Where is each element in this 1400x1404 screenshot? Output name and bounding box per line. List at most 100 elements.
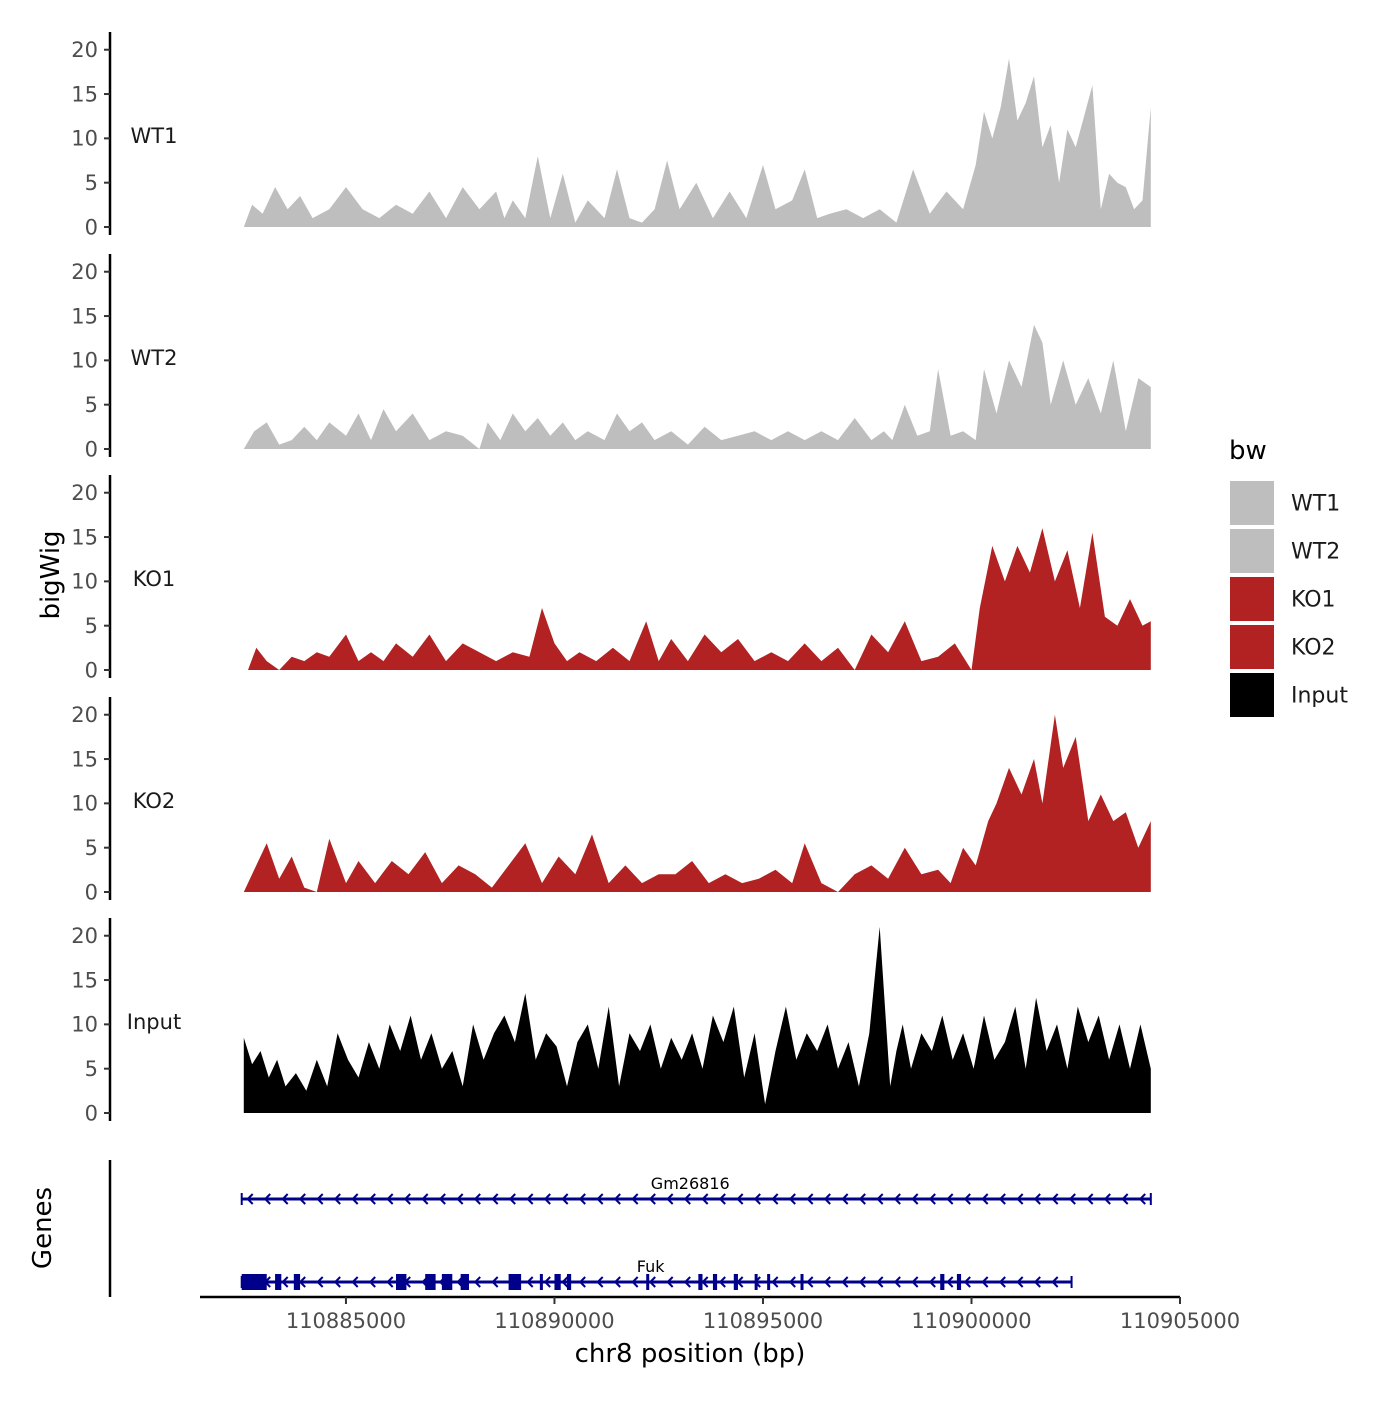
strand-arrow-icon (753, 1193, 761, 1205)
track-ko1: 0 5 10 15 20 KO1 (71, 475, 1151, 682)
exon (396, 1274, 407, 1290)
strand-arrow-icon (963, 1276, 971, 1288)
gene-fuk[interactable]: Fuk (240, 1257, 1073, 1290)
legend-label: KO1 (1291, 588, 1336, 613)
exon (539, 1274, 543, 1290)
exon (646, 1274, 650, 1290)
strand-arrow-icon (316, 1193, 324, 1205)
legend-label: WT1 (1291, 492, 1340, 517)
strand-arrow-icon (631, 1276, 639, 1288)
y-tick-label-wt2: 0 (85, 437, 98, 461)
y-tick-label-input: 20 (71, 924, 98, 948)
genes-panel-title: Genes (28, 1187, 58, 1269)
exon (508, 1274, 522, 1290)
x-tick-label: 110900000 (911, 1309, 1031, 1333)
strand-arrow-icon (806, 1193, 814, 1205)
y-tick-label-wt1: 0 (85, 215, 98, 239)
y-axis-title: bigWig (36, 530, 66, 619)
y-tick-label-ko1: 5 (85, 614, 98, 638)
strand-arrow-icon (823, 1276, 831, 1288)
strand-arrow-icon (858, 1193, 866, 1205)
strand-arrow-icon (263, 1193, 271, 1205)
x-axis: 110885000 110890000 110895000 110900000 1109… (200, 1295, 1240, 1333)
y-tick-label-ko1: 10 (71, 570, 98, 594)
y-tick-label-ko2: 10 (71, 792, 98, 816)
exon (441, 1274, 453, 1290)
strand-arrow-icon (911, 1193, 919, 1205)
strand-arrow-icon (298, 1276, 306, 1288)
y-tick-label-wt1: 10 (71, 127, 98, 151)
legend-label: WT2 (1291, 540, 1340, 565)
strand-arrow-icon (613, 1276, 621, 1288)
strand-arrow-icon (386, 1276, 394, 1288)
gene-gm26816[interactable]: Gm26816 (240, 1174, 1152, 1205)
strand-arrow-icon (1068, 1193, 1076, 1205)
exon (698, 1274, 703, 1290)
strand-arrow-icon (368, 1193, 376, 1205)
x-axis-title: chr8 position (bp) (575, 1339, 806, 1369)
y-tick-label-wt2: 15 (71, 304, 98, 328)
strand-arrow-icon (526, 1193, 534, 1205)
track-label-ko2: KO2 (133, 789, 176, 813)
y-tick-label-wt1: 5 (85, 171, 98, 195)
exon (754, 1274, 758, 1290)
legend-key (1228, 623, 1276, 671)
y-tick-label-wt2: 5 (85, 393, 98, 417)
strand-arrow-icon (596, 1276, 604, 1288)
strand-arrow-icon (981, 1193, 989, 1205)
track-label-wt2: WT2 (131, 346, 178, 370)
strand-arrow-icon (386, 1193, 394, 1205)
strand-arrow-icon (946, 1276, 954, 1288)
exon (275, 1274, 282, 1290)
legend-item-wt2: WT2 (1228, 527, 1340, 575)
y-tick-label-ko2: 5 (85, 836, 98, 860)
y-tick-label-ko2: 15 (71, 747, 98, 771)
strand-arrow-icon (718, 1193, 726, 1205)
area-wt2 (243, 324, 1151, 449)
legend-key (1228, 671, 1276, 719)
exon (293, 1274, 301, 1290)
strand-arrow-icon (841, 1193, 849, 1205)
strand-arrow-icon (963, 1193, 971, 1205)
strand-arrow-icon (998, 1193, 1006, 1205)
legend: bw WT1 WT2 KO1 KO2 Input (1228, 436, 1348, 719)
y-tick-label-wt1: 15 (71, 82, 98, 106)
legend-key (1228, 479, 1276, 527)
strand-arrow-icon (683, 1193, 691, 1205)
exon (460, 1274, 469, 1290)
y-tick-label-wt1: 20 (71, 38, 98, 62)
strand-arrow-icon (771, 1193, 779, 1205)
strand-arrow-icon (876, 1276, 884, 1288)
exon (712, 1274, 718, 1290)
legend-item-ko1: KO1 (1228, 575, 1336, 623)
strand-arrow-icon (701, 1193, 709, 1205)
strand-arrow-icon (578, 1193, 586, 1205)
exon (767, 1274, 771, 1290)
strand-arrow-icon (911, 1276, 919, 1288)
strand-arrow-icon (578, 1276, 586, 1288)
strand-arrow-icon (596, 1193, 604, 1205)
y-tick-label-ko1: 20 (71, 481, 98, 505)
strand-arrow-icon (281, 1276, 289, 1288)
strand-arrow-icon (666, 1276, 674, 1288)
strand-arrow-icon (333, 1193, 341, 1205)
x-tick-label: 110905000 (1120, 1309, 1240, 1333)
strand-arrow-icon (718, 1276, 726, 1288)
strand-arrow-icon (473, 1193, 481, 1205)
strand-arrow-icon (806, 1276, 814, 1288)
strand-arrow-icon (543, 1193, 551, 1205)
strand-arrow-icon (368, 1276, 376, 1288)
strand-arrow-icon (771, 1276, 779, 1288)
strand-arrow-icon (876, 1193, 884, 1205)
legend-label: Input (1291, 684, 1348, 709)
strand-arrow-icon (841, 1276, 849, 1288)
strand-arrow-icon (508, 1193, 516, 1205)
strand-arrow-icon (438, 1193, 446, 1205)
strand-arrow-icon (456, 1193, 464, 1205)
strand-arrow-icon (1033, 1193, 1041, 1205)
strand-arrow-icon (1051, 1276, 1059, 1288)
exon (733, 1274, 738, 1290)
y-tick-label-ko1: 15 (71, 525, 98, 549)
